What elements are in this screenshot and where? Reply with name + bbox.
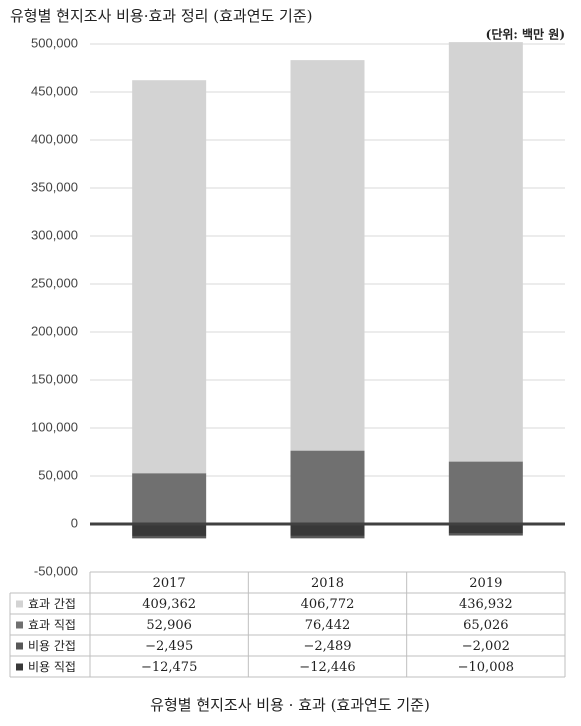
legend-swatch bbox=[16, 642, 23, 650]
legend-swatch bbox=[16, 663, 23, 671]
y-tick-label: 450,000 bbox=[31, 83, 78, 98]
y-tick-label: 500,000 bbox=[31, 35, 78, 50]
x-tick-label: 2019 bbox=[469, 576, 502, 591]
data-label: 52,906 bbox=[146, 618, 192, 633]
bar-segment bbox=[448, 461, 523, 524]
legend-label: 비용 직접 bbox=[28, 660, 76, 674]
y-tick-label: 50,000 bbox=[38, 467, 78, 482]
data-label: 406,772 bbox=[301, 597, 355, 612]
x-tick-label: 2017 bbox=[153, 576, 186, 591]
data-label: −10,008 bbox=[458, 660, 514, 675]
legend-swatch bbox=[16, 621, 23, 629]
legend-label: 효과 직접 bbox=[28, 618, 76, 632]
legend-swatch bbox=[16, 600, 23, 608]
unit-label: (단위: 백만 원) bbox=[486, 27, 565, 42]
y-tick-label: 300,000 bbox=[31, 227, 78, 242]
caption: 유형별 현지조사 비용 · 효과 (효과연도 기준) bbox=[150, 696, 430, 714]
y-tick-label: -50,000 bbox=[34, 563, 78, 578]
y-tick-label: 350,000 bbox=[31, 179, 78, 194]
data-label: 65,026 bbox=[463, 618, 509, 633]
y-tick-label: 200,000 bbox=[31, 323, 78, 338]
bar-segment bbox=[290, 60, 365, 451]
bar-segment bbox=[448, 533, 523, 536]
legend-label: 효과 간접 bbox=[28, 597, 76, 611]
y-tick-label: 250,000 bbox=[31, 275, 78, 290]
data-label: −2,002 bbox=[462, 639, 510, 654]
bar-segment bbox=[132, 80, 207, 474]
data-label: 436,932 bbox=[459, 597, 513, 612]
bar-segment bbox=[290, 535, 365, 539]
x-tick-label: 2018 bbox=[311, 576, 344, 591]
data-label: 76,442 bbox=[305, 618, 351, 633]
data-label: 409,362 bbox=[142, 597, 196, 612]
bar-segment bbox=[290, 450, 365, 524]
bar-segment bbox=[448, 42, 523, 462]
data-label: −2,495 bbox=[145, 639, 193, 654]
y-tick-label: 400,000 bbox=[31, 131, 78, 146]
y-tick-label: 100,000 bbox=[31, 419, 78, 434]
bar-segment bbox=[290, 524, 365, 536]
data-label: −2,489 bbox=[303, 639, 351, 654]
bar-segment bbox=[132, 473, 207, 524]
chart-title: 유형별 현지조사 비용·효과 정리 (효과연도 기준) bbox=[10, 7, 313, 25]
data-label: −12,446 bbox=[299, 660, 355, 675]
y-tick-label: 0 bbox=[71, 515, 78, 530]
data-label: −12,475 bbox=[141, 660, 197, 675]
bar-segment bbox=[448, 524, 523, 534]
legend-label: 비용 간접 bbox=[28, 639, 76, 653]
y-tick-label: 150,000 bbox=[31, 371, 78, 386]
bar-segment bbox=[132, 535, 207, 539]
bar-segment bbox=[132, 524, 207, 536]
